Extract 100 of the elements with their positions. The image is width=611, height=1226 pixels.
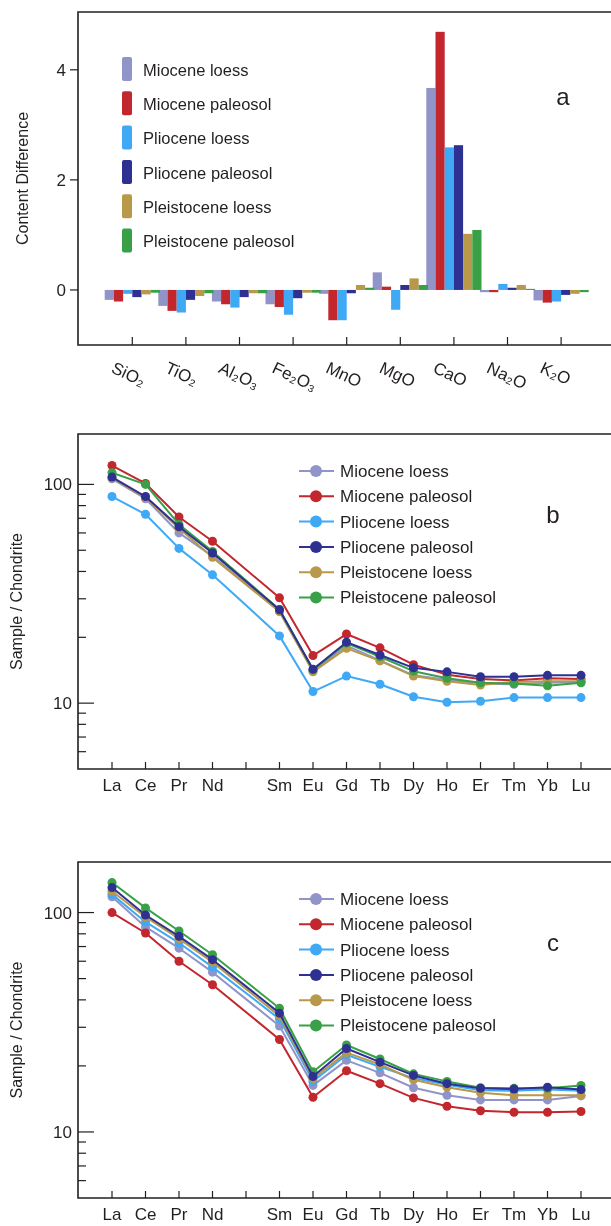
point bbox=[208, 536, 217, 546]
legend-label: Miocene loess bbox=[340, 889, 449, 909]
bar bbox=[418, 285, 428, 290]
point bbox=[543, 1090, 552, 1100]
x-tick-label: Er bbox=[472, 1205, 490, 1224]
bar bbox=[426, 87, 436, 290]
x-tick-label: Lu bbox=[571, 776, 591, 795]
x-tick-label: Ho bbox=[436, 1205, 458, 1224]
bar bbox=[123, 289, 133, 294]
y-tick-label: 4 bbox=[56, 60, 66, 80]
x-tick-label: Tm bbox=[501, 1205, 527, 1224]
y-tick-label: 10 bbox=[53, 1122, 72, 1142]
legend-label: Pliocene paleosol bbox=[143, 163, 273, 182]
point bbox=[342, 629, 351, 639]
point bbox=[342, 671, 351, 681]
point bbox=[576, 1106, 586, 1116]
x-tick-label: CaO bbox=[430, 358, 470, 391]
bar bbox=[328, 289, 338, 321]
bar bbox=[489, 289, 499, 293]
bar bbox=[355, 285, 366, 290]
bar bbox=[551, 289, 562, 302]
point bbox=[208, 570, 217, 580]
bar bbox=[195, 289, 205, 297]
bar bbox=[463, 233, 473, 290]
point bbox=[409, 1093, 418, 1103]
x-tick-label: Sm bbox=[266, 776, 293, 795]
point bbox=[509, 693, 519, 703]
bar bbox=[302, 289, 312, 293]
bar bbox=[435, 31, 445, 290]
y-axis-title: Sample / Chondrite bbox=[8, 961, 25, 1099]
bar bbox=[185, 289, 196, 300]
point bbox=[375, 1079, 385, 1089]
x-tick-label: Tb bbox=[370, 776, 390, 795]
bar bbox=[498, 283, 508, 290]
bar bbox=[479, 289, 490, 293]
point bbox=[308, 1092, 318, 1102]
x-tick-label: Pr bbox=[170, 776, 188, 795]
point bbox=[174, 956, 184, 966]
bar bbox=[274, 289, 284, 308]
bar bbox=[372, 272, 382, 290]
point bbox=[409, 1083, 418, 1093]
point bbox=[107, 908, 117, 918]
point bbox=[476, 1106, 485, 1116]
point bbox=[342, 1066, 351, 1076]
point bbox=[543, 1107, 552, 1117]
x-tick-label: Gd bbox=[335, 1205, 358, 1224]
bar bbox=[381, 286, 392, 290]
point bbox=[208, 980, 217, 990]
bar bbox=[176, 289, 186, 313]
bar bbox=[167, 289, 177, 311]
bar bbox=[365, 287, 375, 290]
x-tick-label: Ce bbox=[134, 1205, 157, 1224]
bar bbox=[337, 289, 347, 321]
bar bbox=[158, 289, 168, 306]
bar bbox=[507, 287, 517, 290]
x-tick-label: K₂O bbox=[537, 358, 574, 389]
annotation: c bbox=[547, 929, 559, 956]
point bbox=[576, 693, 586, 703]
bar bbox=[104, 289, 114, 300]
bar bbox=[570, 289, 580, 294]
y-tick-label: 100 bbox=[43, 903, 72, 923]
point bbox=[308, 651, 318, 661]
bar bbox=[257, 289, 268, 294]
point bbox=[275, 593, 284, 603]
x-tick-label: Tm bbox=[501, 776, 527, 795]
legend-label: Pliocene paleosol bbox=[340, 965, 474, 985]
x-tick-label: MgO bbox=[376, 358, 419, 392]
x-tick-label: Gd bbox=[335, 776, 358, 795]
x-tick-label: La bbox=[102, 1205, 122, 1224]
x-tick-label: Ho bbox=[436, 776, 458, 795]
legend-label: Pliocene loess bbox=[340, 512, 450, 532]
x-tick-label: Al₂O₃ bbox=[215, 358, 262, 394]
x-tick-label: Eu bbox=[302, 1205, 324, 1224]
y-axis-title: Content Difference bbox=[14, 111, 31, 246]
legend-label: Miocene loess bbox=[143, 60, 249, 79]
legend-label: Pleistocene paleosol bbox=[340, 588, 496, 608]
point bbox=[174, 543, 184, 553]
point bbox=[141, 928, 150, 938]
bar bbox=[472, 229, 482, 290]
point bbox=[576, 670, 586, 680]
point bbox=[275, 1034, 284, 1044]
point bbox=[141, 509, 150, 519]
bar bbox=[221, 289, 231, 305]
point bbox=[442, 697, 452, 707]
bar bbox=[132, 289, 142, 298]
bar bbox=[400, 285, 410, 290]
bar bbox=[204, 289, 214, 294]
point bbox=[476, 696, 485, 706]
x-tick-label: Er bbox=[472, 776, 490, 795]
point bbox=[308, 687, 318, 697]
bar bbox=[533, 289, 543, 301]
bar bbox=[542, 289, 552, 303]
legend-label: Miocene paleosol bbox=[340, 487, 473, 507]
x-tick-label: Dy bbox=[403, 1205, 425, 1224]
bar bbox=[346, 289, 356, 294]
bar bbox=[444, 147, 454, 290]
bar bbox=[453, 145, 464, 290]
x-tick-label: Yb bbox=[537, 1205, 558, 1224]
x-tick-label: TiO₂ bbox=[162, 358, 201, 390]
bar bbox=[230, 289, 240, 308]
